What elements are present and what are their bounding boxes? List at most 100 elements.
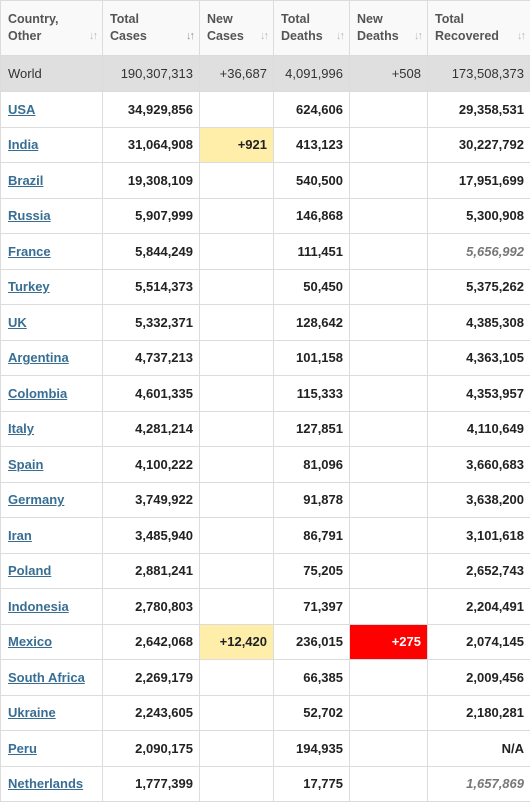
total-recovered-cell: 30,227,792 — [428, 127, 530, 163]
column-header-total-cases[interactable]: Total Cases ↓↑ — [103, 1, 200, 56]
total-cases-cell: 1,777,399 — [103, 766, 200, 802]
column-header-label: Total Cases — [110, 11, 147, 45]
total-recovered-cell: 4,363,105 — [428, 340, 530, 376]
new-deaths-cell — [350, 305, 428, 341]
total-cases-cell: 5,332,371 — [103, 305, 200, 341]
total-recovered-cell: 173,508,373 — [428, 56, 530, 92]
country-link[interactable]: Germany — [8, 492, 64, 507]
country-link[interactable]: South Africa — [8, 670, 85, 685]
total-cases-cell: 4,100,222 — [103, 447, 200, 483]
country-link[interactable]: Brazil — [8, 173, 43, 188]
country-link[interactable]: Russia — [8, 208, 51, 223]
country-link[interactable]: Turkey — [8, 279, 50, 294]
total-deaths-cell: 86,791 — [274, 518, 350, 554]
total-recovered-cell: 4,385,308 — [428, 305, 530, 341]
total-deaths-cell: 50,450 — [274, 269, 350, 305]
sort-icon[interactable]: ↓↑ — [89, 28, 96, 45]
total-recovered-cell: 4,110,649 — [428, 411, 530, 447]
country-cell: Argentina — [1, 340, 103, 376]
total-cases-cell: 2,243,605 — [103, 695, 200, 731]
country-cell: Russia — [1, 198, 103, 234]
country-link[interactable]: Mexico — [8, 634, 52, 649]
country-link[interactable]: Indonesia — [8, 599, 69, 614]
country-link[interactable]: Colombia — [8, 386, 67, 401]
sort-icon[interactable]: ↓↑ — [414, 28, 421, 45]
new-cases-cell — [200, 553, 274, 589]
new-cases-cell: +12,420 — [200, 624, 274, 660]
new-deaths-cell — [350, 340, 428, 376]
total-recovered-cell: 1,657,869 — [428, 766, 530, 802]
country-cell: Netherlands — [1, 766, 103, 802]
country-link[interactable]: Iran — [8, 528, 32, 543]
column-header-new-deaths[interactable]: New Deaths ↓↑ — [350, 1, 428, 56]
total-deaths-cell: 236,015 — [274, 624, 350, 660]
country-link[interactable]: Spain — [8, 457, 43, 472]
country-cell: Peru — [1, 731, 103, 767]
total-cases-cell: 34,929,856 — [103, 92, 200, 128]
total-deaths-cell: 4,091,996 — [274, 56, 350, 92]
new-deaths-cell — [350, 447, 428, 483]
new-cases-cell — [200, 269, 274, 305]
total-recovered-cell: 3,101,618 — [428, 518, 530, 554]
country-cell: Spain — [1, 447, 103, 483]
country-link[interactable]: Argentina — [8, 350, 69, 365]
sort-icon[interactable]: ↓↑ — [186, 28, 193, 45]
new-deaths-cell — [350, 766, 428, 802]
total-recovered-cell: 5,300,908 — [428, 198, 530, 234]
total-deaths-cell: 71,397 — [274, 589, 350, 625]
sort-icon[interactable]: ↓↑ — [517, 28, 524, 45]
total-cases-cell: 190,307,313 — [103, 56, 200, 92]
new-deaths-cell — [350, 163, 428, 199]
total-deaths-cell: 52,702 — [274, 695, 350, 731]
new-cases-cell — [200, 766, 274, 802]
country-cell: France — [1, 234, 103, 270]
total-cases-cell: 2,642,068 — [103, 624, 200, 660]
country-link[interactable]: Peru — [8, 741, 37, 756]
sort-icon[interactable]: ↓↑ — [336, 28, 343, 45]
column-header-country[interactable]: Country, Other ↓↑ — [1, 1, 103, 56]
new-cases-cell — [200, 198, 274, 234]
country-link[interactable]: USA — [8, 102, 35, 117]
total-recovered-cell: 2,652,743 — [428, 553, 530, 589]
new-cases-cell — [200, 482, 274, 518]
country-cell: Turkey — [1, 269, 103, 305]
total-cases-cell: 5,907,999 — [103, 198, 200, 234]
total-deaths-cell: 101,158 — [274, 340, 350, 376]
column-header-new-cases[interactable]: New Cases ↓↑ — [200, 1, 274, 56]
total-cases-cell: 5,514,373 — [103, 269, 200, 305]
total-recovered-cell: 4,353,957 — [428, 376, 530, 412]
new-cases-cell — [200, 660, 274, 696]
country-link[interactable]: Italy — [8, 421, 34, 436]
table-row: UK 5,332,371 128,642 4,385,308 — [1, 305, 530, 341]
new-cases-cell: +36,687 — [200, 56, 274, 92]
country-link[interactable]: France — [8, 244, 51, 259]
country-cell: Colombia — [1, 376, 103, 412]
country-cell: India — [1, 127, 103, 163]
column-header-total-recovered[interactable]: Total Recovered ↓↑ — [428, 1, 530, 56]
total-deaths-cell: 128,642 — [274, 305, 350, 341]
total-cases-cell: 2,881,241 — [103, 553, 200, 589]
country-link[interactable]: Netherlands — [8, 776, 83, 791]
total-cases-cell: 4,601,335 — [103, 376, 200, 412]
column-header-total-deaths[interactable]: Total Deaths ↓↑ — [274, 1, 350, 56]
country-cell: World — [1, 56, 103, 92]
total-deaths-cell: 540,500 — [274, 163, 350, 199]
country-link[interactable]: India — [8, 137, 38, 152]
sort-icon[interactable]: ↓↑ — [260, 28, 267, 45]
country-link[interactable]: Ukraine — [8, 705, 56, 720]
country-cell: Ukraine — [1, 695, 103, 731]
country-link[interactable]: UK — [8, 315, 27, 330]
country-link[interactable]: Poland — [8, 563, 51, 578]
new-cases-cell: +921 — [200, 127, 274, 163]
total-cases-cell: 4,281,214 — [103, 411, 200, 447]
new-deaths-cell — [350, 695, 428, 731]
